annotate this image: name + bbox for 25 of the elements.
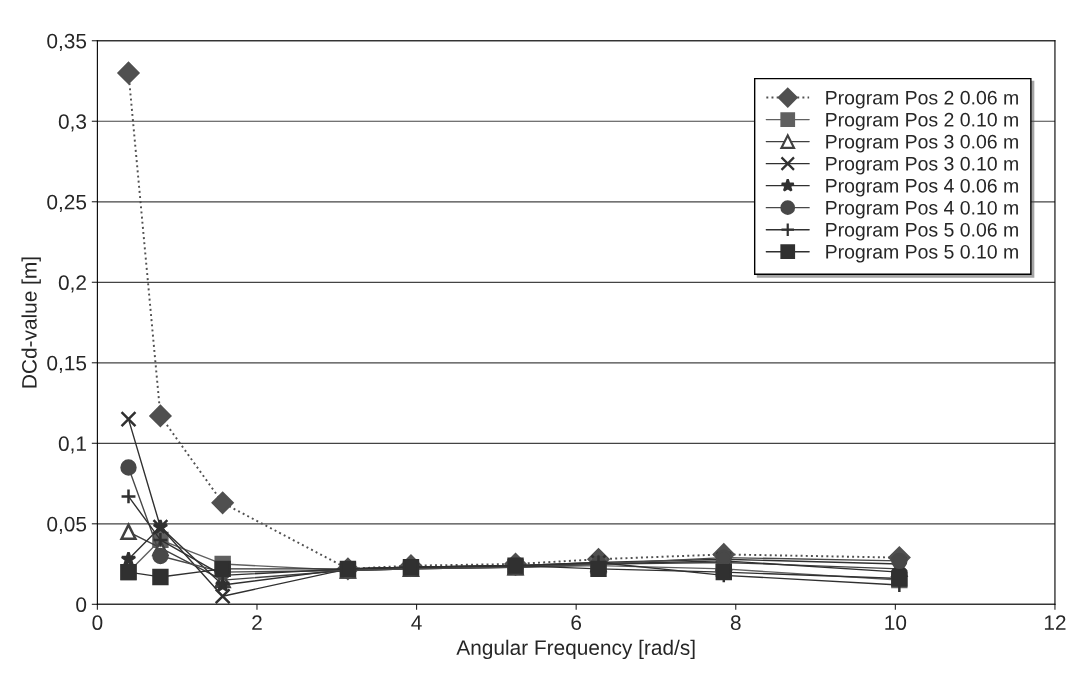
legend-label: Program Pos 5 0.10 m	[826, 244, 1018, 263]
x-axis-title: Angular Frequency [rad/s]	[456, 639, 695, 660]
y-axis-title: DCd-value [m]	[21, 257, 41, 388]
legend-label: Program Pos 5 0.06 m	[826, 222, 1018, 241]
y-tick-label: 0,25	[47, 194, 87, 212]
legend-label: Program Pos 2 0.10 m	[826, 112, 1018, 131]
y-tick-label: 0,05	[47, 516, 87, 535]
x-tick-label: 0	[92, 615, 103, 631]
legend-label: Program Pos 4 0.06 m	[826, 178, 1018, 197]
y-tick-label: 0,1	[58, 436, 86, 454]
x-tick-label: 4	[411, 615, 422, 630]
legend-label: Program Pos 2 0.06 m	[826, 90, 1018, 109]
y-tick-label: 0,35	[47, 33, 87, 51]
x-tick-label: 8	[730, 615, 741, 631]
legend-label: Program Pos 3 0.10 m	[826, 156, 1018, 175]
y-tick-label: 0,15	[47, 355, 87, 373]
y-tick-label: 0,2	[58, 275, 86, 293]
legend-label: Program Pos 4 0.10 m	[826, 200, 1018, 219]
legend-label: Program Pos 3 0.06 m	[826, 134, 1018, 153]
x-tick-label: 2	[252, 615, 262, 630]
x-tick-label: 10	[885, 615, 907, 631]
y-tick-label: 0	[76, 597, 87, 613]
y-tick-label: 0,3	[58, 114, 87, 132]
x-tick-label: 12	[1044, 615, 1066, 630]
x-tick-label: 6	[571, 615, 582, 631]
